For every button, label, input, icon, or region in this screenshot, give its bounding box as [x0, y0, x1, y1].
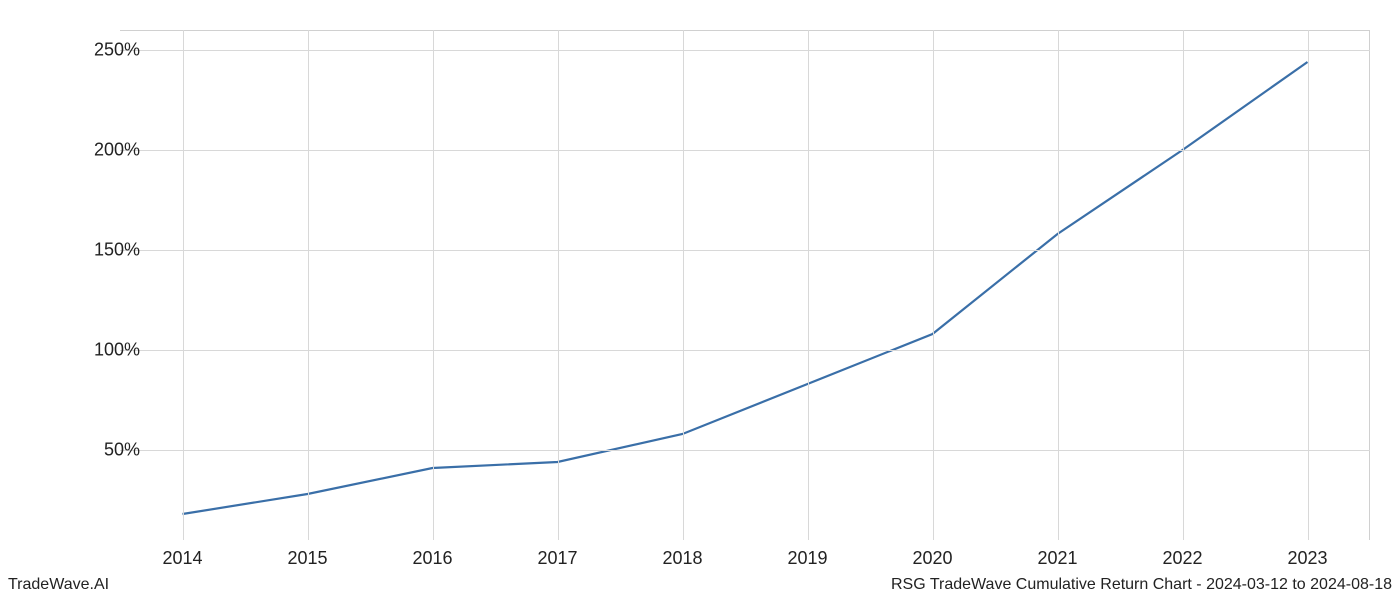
grid-line-vertical: [558, 30, 559, 540]
grid-line-vertical: [1058, 30, 1059, 540]
x-axis-tick-label: 2014: [162, 548, 202, 569]
grid-line-vertical: [933, 30, 934, 540]
x-axis-tick-label: 2015: [287, 548, 327, 569]
x-axis-tick-label: 2022: [1162, 548, 1202, 569]
x-axis-tick-label: 2018: [662, 548, 702, 569]
x-axis-tick-label: 2020: [912, 548, 952, 569]
y-axis-tick-label: 150%: [70, 240, 140, 261]
grid-line-vertical: [308, 30, 309, 540]
grid-line-vertical: [433, 30, 434, 540]
y-axis-tick-label: 50%: [70, 440, 140, 461]
footer-caption: RSG TradeWave Cumulative Return Chart - …: [891, 576, 1392, 594]
x-axis-tick-label: 2017: [537, 548, 577, 569]
y-axis-tick-label: 100%: [70, 340, 140, 361]
grid-line-vertical: [683, 30, 684, 540]
x-axis-tick-label: 2019: [787, 548, 827, 569]
x-axis-tick-label: 2021: [1037, 548, 1077, 569]
grid-line-vertical: [808, 30, 809, 540]
grid-line-vertical: [1183, 30, 1184, 540]
x-axis-tick-label: 2016: [412, 548, 452, 569]
grid-line-vertical: [1308, 30, 1309, 540]
cumulative-return-line: [183, 62, 1308, 514]
x-axis-tick-label: 2023: [1287, 548, 1327, 569]
y-axis-tick-label: 200%: [70, 140, 140, 161]
footer-brand: TradeWave.AI: [8, 576, 109, 594]
chart-plot-area: [120, 30, 1370, 540]
y-axis-tick-label: 250%: [70, 40, 140, 61]
grid-line-vertical: [183, 30, 184, 540]
